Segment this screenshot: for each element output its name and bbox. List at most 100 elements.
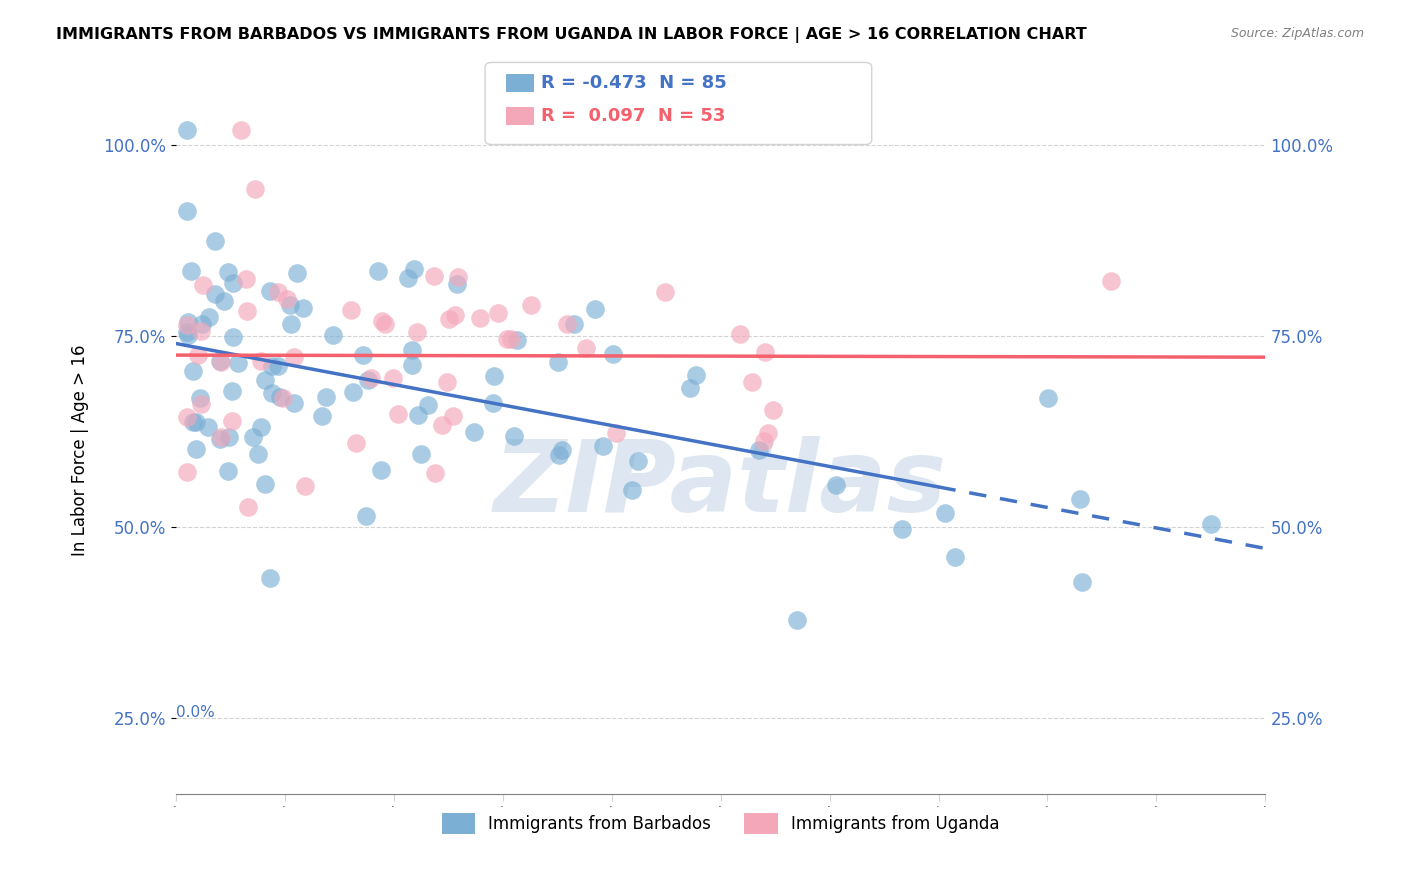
Point bbox=[406, 408, 429, 422]
Point bbox=[246, 447, 269, 461]
Point bbox=[409, 447, 432, 461]
Point bbox=[520, 298, 543, 312]
Point bbox=[209, 355, 232, 369]
Point bbox=[1036, 392, 1059, 406]
Point bbox=[283, 351, 305, 365]
Point bbox=[176, 318, 198, 332]
Point bbox=[575, 341, 598, 355]
Point bbox=[177, 315, 200, 329]
Point bbox=[184, 415, 207, 429]
Point bbox=[786, 613, 808, 627]
Point bbox=[187, 348, 209, 362]
Point bbox=[292, 301, 315, 315]
Point bbox=[217, 464, 239, 478]
Point bbox=[176, 410, 198, 425]
Point bbox=[551, 443, 574, 458]
Point bbox=[250, 420, 273, 434]
Point bbox=[222, 276, 245, 290]
Point bbox=[754, 344, 776, 359]
Point bbox=[221, 414, 243, 428]
Point bbox=[430, 418, 453, 433]
Point bbox=[463, 425, 485, 439]
Point bbox=[262, 386, 284, 401]
Point bbox=[254, 373, 277, 387]
Point bbox=[370, 463, 392, 477]
Point bbox=[311, 409, 333, 424]
Point bbox=[499, 332, 522, 346]
Point bbox=[1071, 574, 1094, 589]
Point bbox=[188, 391, 211, 405]
Point bbox=[748, 442, 770, 457]
Point bbox=[396, 270, 419, 285]
Point bbox=[943, 550, 966, 565]
Point bbox=[217, 265, 239, 279]
Point bbox=[374, 317, 396, 331]
Point bbox=[346, 436, 368, 450]
Point bbox=[204, 234, 226, 248]
Point bbox=[502, 429, 524, 443]
Point bbox=[259, 284, 281, 298]
Text: R =  0.097  N = 53: R = 0.097 N = 53 bbox=[541, 107, 725, 125]
Point bbox=[266, 285, 288, 299]
Point bbox=[406, 325, 429, 339]
Legend: Immigrants from Barbados, Immigrants from Uganda: Immigrants from Barbados, Immigrants fro… bbox=[434, 807, 1007, 840]
Point bbox=[218, 430, 240, 444]
Point bbox=[547, 448, 569, 462]
Point bbox=[262, 359, 284, 373]
Point bbox=[425, 467, 447, 481]
Point bbox=[934, 506, 956, 520]
Point bbox=[294, 478, 316, 492]
Point bbox=[482, 395, 505, 409]
Point bbox=[176, 325, 198, 339]
Point bbox=[486, 305, 509, 319]
Point bbox=[209, 430, 232, 444]
Point bbox=[285, 267, 308, 281]
Point bbox=[198, 310, 221, 324]
Point bbox=[444, 309, 467, 323]
Point bbox=[190, 324, 212, 338]
Point bbox=[177, 328, 200, 343]
Point bbox=[250, 354, 273, 368]
Point bbox=[756, 425, 779, 440]
Point bbox=[754, 434, 776, 448]
Point bbox=[505, 333, 527, 347]
Point bbox=[352, 348, 374, 362]
Point bbox=[1069, 491, 1091, 506]
Point bbox=[402, 261, 425, 276]
Point bbox=[547, 355, 569, 369]
Point bbox=[259, 571, 281, 585]
Point bbox=[190, 397, 212, 411]
Point bbox=[824, 477, 846, 491]
Point bbox=[253, 476, 276, 491]
Point bbox=[236, 500, 259, 514]
Point bbox=[193, 277, 215, 292]
Point bbox=[470, 310, 492, 325]
Point bbox=[583, 301, 606, 316]
Point bbox=[354, 508, 377, 523]
Point bbox=[401, 343, 423, 358]
Text: R = -0.473  N = 85: R = -0.473 N = 85 bbox=[541, 74, 727, 92]
Point bbox=[269, 390, 291, 404]
Point bbox=[283, 395, 305, 409]
Point bbox=[342, 384, 364, 399]
Point bbox=[741, 376, 763, 390]
Point bbox=[212, 294, 235, 309]
Point bbox=[221, 384, 243, 399]
Point bbox=[315, 390, 337, 404]
Point bbox=[370, 314, 392, 328]
Point bbox=[181, 364, 204, 378]
Point bbox=[1199, 516, 1222, 531]
Point bbox=[231, 123, 253, 137]
Point bbox=[208, 354, 231, 368]
Point bbox=[180, 264, 202, 278]
Y-axis label: In Labor Force | Age > 16: In Labor Force | Age > 16 bbox=[72, 344, 89, 557]
Point bbox=[184, 442, 207, 457]
Text: ZIPatlas: ZIPatlas bbox=[494, 436, 948, 533]
Point bbox=[181, 415, 204, 429]
Point bbox=[235, 272, 257, 286]
Text: 0.0%: 0.0% bbox=[176, 705, 215, 720]
Point bbox=[627, 454, 650, 468]
Point bbox=[176, 465, 198, 479]
Point bbox=[679, 381, 702, 395]
Point bbox=[197, 419, 219, 434]
